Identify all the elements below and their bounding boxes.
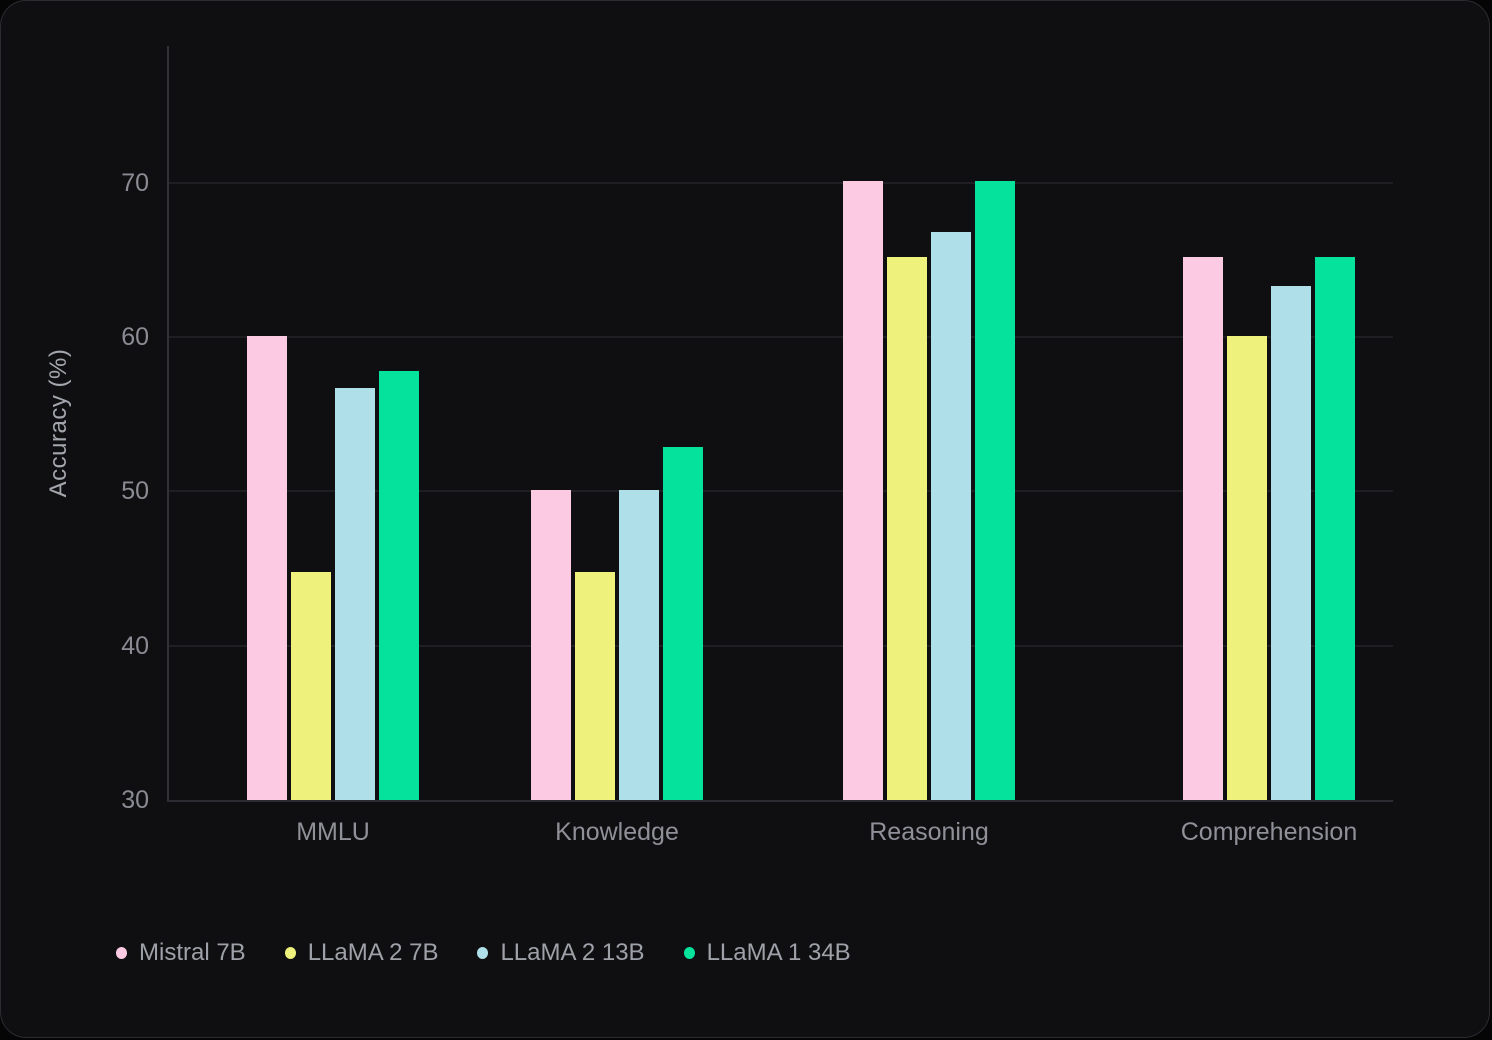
- legend-item-llama-1-34b[interactable]: LLaMA 1 34B: [683, 939, 851, 967]
- y-tick-label: 70: [121, 168, 149, 197]
- legend-dot-icon: [284, 947, 296, 959]
- bar-llama-2-13b-mmlu: [335, 388, 375, 800]
- y-tick-label: 50: [121, 477, 149, 506]
- x-category-label: Reasoning: [869, 818, 989, 846]
- bar-llama-1-34b-knowledge: [663, 446, 703, 800]
- bar-llama-1-34b-comprehension: [1315, 256, 1355, 800]
- chart-legend: Mistral 7B LLaMA 2 7B LLaMA 2 13B LLaMA 1 3…: [116, 939, 851, 967]
- gridline-y-60: [167, 336, 1393, 339]
- bar-llama-2-13b-reasoning: [931, 232, 971, 800]
- y-axis-title: Accuracy (%): [45, 348, 72, 498]
- bar-llama-2-13b-knowledge: [619, 489, 659, 800]
- x-category-label: Knowledge: [555, 818, 679, 846]
- x-category-label: MMLU: [296, 818, 370, 846]
- legend-dot-icon: [683, 947, 695, 959]
- x-category-label: Comprehension: [1180, 818, 1358, 846]
- x-axis-line: [167, 800, 1393, 802]
- legend-item-mistral-7b[interactable]: Mistral 7B: [116, 939, 246, 967]
- bar-mistral-7b-knowledge: [531, 489, 571, 800]
- bar-mistral-7b-mmlu: [247, 335, 287, 800]
- legend-label: LLaMA 2 13B: [500, 939, 645, 966]
- y-tick-label: 60: [121, 323, 149, 352]
- legend-label: Mistral 7B: [139, 939, 246, 966]
- legend-item-llama-2-7b[interactable]: LLaMA 2 7B: [284, 939, 439, 967]
- bar-llama-2-13b-comprehension: [1271, 286, 1311, 800]
- legend-item-llama-2-13b[interactable]: LLaMA 2 13B: [477, 939, 645, 967]
- gridline-y-50: [167, 490, 1393, 493]
- bar-llama-1-34b-reasoning: [975, 181, 1015, 800]
- y-tick-label: 40: [121, 631, 149, 660]
- bar-llama-2-7b-mmlu: [291, 571, 331, 800]
- bar-mistral-7b-comprehension: [1183, 256, 1223, 800]
- bar-llama-1-34b-mmlu: [379, 371, 419, 800]
- gridline-y-70: [167, 181, 1393, 184]
- bar-llama-2-7b-comprehension: [1227, 335, 1267, 800]
- gridline-y-40: [167, 644, 1393, 647]
- legend-label: LLaMA 2 7B: [307, 939, 439, 966]
- legend-dot-icon: [116, 947, 127, 959]
- y-tick-label: 30: [121, 786, 149, 814]
- y-axis-line: [167, 46, 169, 802]
- bar-llama-2-7b-reasoning: [887, 256, 927, 800]
- legend-dot-icon: [477, 947, 489, 959]
- bar-llama-2-7b-knowledge: [575, 571, 615, 800]
- bar-mistral-7b-reasoning: [843, 181, 883, 800]
- legend-label: LLaMA 1 34B: [706, 939, 851, 966]
